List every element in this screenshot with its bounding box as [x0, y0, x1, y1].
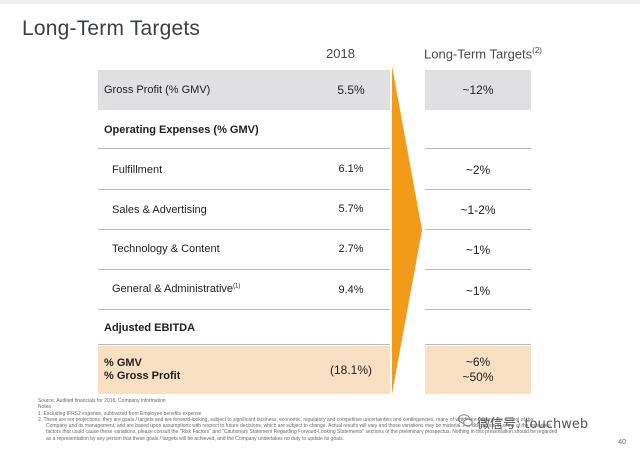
footnotes: Source: Audited financials for 2018, Com…: [38, 398, 598, 442]
target-ebitda: ~6% ~50%: [425, 346, 531, 394]
row-label: Gross Profit (% GMV): [104, 84, 211, 96]
chevron-arrow-icon: [392, 66, 422, 394]
divider: [98, 189, 390, 190]
divider: [425, 309, 531, 310]
row-label: Operating Expenses (% GMV): [104, 124, 259, 136]
row-gross-profit: Gross Profit (% GMV) 5.5%: [98, 70, 390, 110]
row-technology-content: Technology & Content 2.7%: [98, 230, 390, 270]
wechat-icon: [458, 414, 473, 427]
note-2-line-3: factors that could cause these variation…: [46, 429, 558, 436]
page-number: 40: [618, 439, 626, 446]
target-general-administrative: ~1%: [425, 270, 531, 310]
row-label: Sales & Advertising: [112, 204, 207, 216]
row-ebitda-header: Adjusted EBITDA: [98, 316, 390, 340]
row-general-administrative: General & Administrative(1) 9.4%: [98, 270, 390, 310]
divider: [425, 148, 531, 149]
target-value: ~12%: [462, 83, 494, 97]
note-2-line-4: as a representation by any person that t…: [46, 435, 344, 442]
row-ebitda-values: % GMV % Gross Profit (18.1%): [98, 346, 390, 394]
row-label-gmv: % GMV: [104, 357, 142, 369]
watermark: 微信号: touchweb: [477, 417, 589, 432]
target-value: ~1-2%: [460, 203, 496, 217]
target-value: ~1%: [465, 284, 491, 298]
note-1: 1. Excluding IFRS2 expense, subtracted f…: [38, 410, 202, 417]
notes-heading: Notes: [38, 404, 52, 411]
row-label: General & Administrative(1): [112, 283, 241, 295]
divider: [98, 229, 390, 230]
target-gross-profit: ~12%: [425, 70, 531, 110]
row-label: Fulfillment: [112, 164, 163, 176]
divider: [425, 269, 531, 270]
target-value-gross-profit: ~50%: [462, 370, 494, 384]
divider: [98, 148, 390, 149]
target-value-gmv: ~6%: [465, 355, 491, 369]
target-technology-content: ~1%: [425, 230, 531, 270]
target-value: ~2%: [465, 163, 491, 177]
row-label: Adjusted EBITDA: [104, 322, 196, 334]
row-label: Technology & Content: [112, 243, 220, 255]
row-value-2018: 5.7%: [338, 203, 364, 215]
divider: [425, 344, 531, 345]
column-header-2018: 2018: [326, 46, 355, 61]
divider: [425, 229, 531, 230]
page-title: Long-Term Targets: [22, 17, 201, 40]
row-opex-header: Operating Expenses (% GMV): [98, 118, 390, 142]
note-2-line-1: 2. These are not projections; they are g…: [38, 416, 534, 423]
row-value-2018: 2.7%: [338, 243, 364, 255]
row-value-2018: 9.4%: [338, 284, 364, 296]
row-fulfillment: Fulfillment 6.1%: [98, 149, 390, 189]
row-value-2018: 5.5%: [337, 83, 365, 97]
row-sales-advertising: Sales & Advertising 5.7%: [98, 190, 390, 230]
target-sales-advertising: ~1-2%: [425, 190, 531, 230]
top-bar: [0, 0, 640, 4]
row-value-2018: (18.1%): [329, 363, 373, 377]
target-fulfillment: ~2%: [425, 149, 531, 189]
divider: [98, 269, 390, 270]
target-value: ~1%: [465, 243, 491, 257]
divider: [425, 189, 531, 190]
source-note: Source: Audited financials for 2018, Com…: [38, 398, 166, 404]
divider: [98, 344, 390, 345]
column-header-long-term: Long-Term Targets(2): [424, 46, 542, 62]
divider: [98, 309, 390, 310]
note-2-line-2: Company and its management, and are base…: [46, 423, 551, 430]
row-value-2018: 6.1%: [338, 163, 364, 175]
row-label-gross-profit: % Gross Profit: [104, 370, 181, 382]
